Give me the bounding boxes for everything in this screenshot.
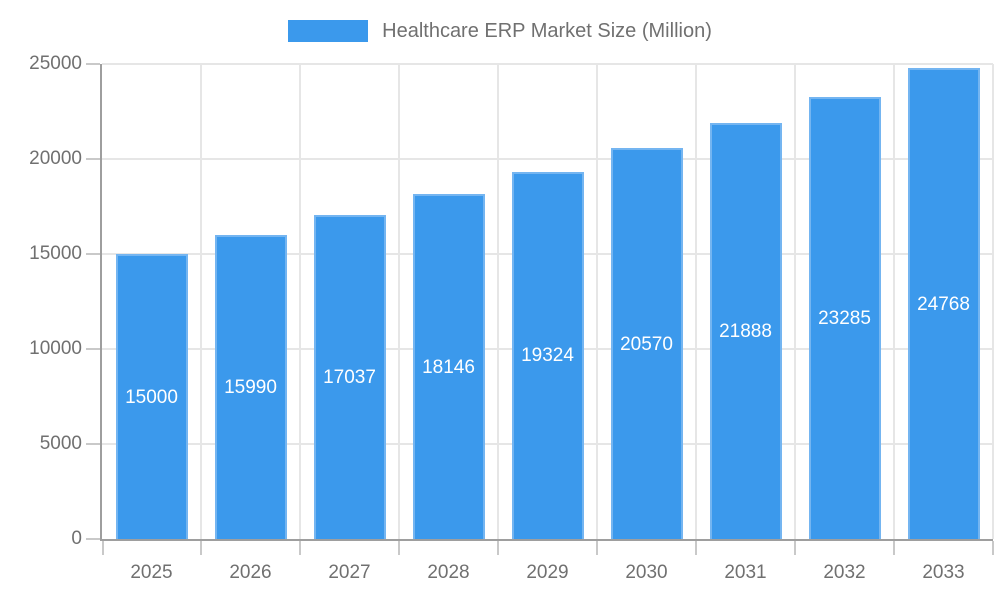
x-gridline	[794, 64, 796, 539]
x-axis-label: 2030	[625, 562, 668, 583]
y-axis-tick	[86, 253, 100, 255]
x-axis-label: 2029	[526, 562, 569, 583]
bar-2029[interactable]: 19324	[511, 171, 584, 539]
y-axis-label: 0	[71, 528, 82, 549]
x-axis-tick	[596, 541, 598, 555]
y-gridline	[102, 158, 993, 160]
bar-value-label: 17037	[323, 367, 376, 389]
x-axis-label: 2026	[229, 562, 272, 583]
x-axis-tick	[794, 541, 796, 555]
x-gridline	[695, 64, 697, 539]
x-gridline	[893, 64, 895, 539]
y-axis-label: 5000	[39, 433, 82, 454]
x-axis-tick	[893, 541, 895, 555]
y-axis-tick	[86, 538, 100, 540]
x-axis-label: 2025	[130, 562, 173, 583]
bar-2026[interactable]: 15990	[214, 235, 287, 539]
x-axis-tick	[497, 541, 499, 555]
bar-value-label: 20570	[620, 333, 673, 355]
y-axis-label: 15000	[29, 243, 82, 264]
x-axis-tick	[200, 541, 202, 555]
y-axis-tick	[86, 158, 100, 160]
y-axis-tick	[86, 348, 100, 350]
x-axis-tick	[992, 541, 994, 555]
x-axis-label: 2031	[724, 562, 767, 583]
bar-2030[interactable]: 20570	[610, 148, 683, 539]
bar-value-label: 18146	[422, 356, 475, 378]
bar-value-label: 24768	[917, 293, 970, 315]
y-axis-tick	[86, 443, 100, 445]
y-axis-label: 20000	[29, 148, 82, 169]
bar-value-label: 15000	[125, 386, 178, 408]
bar-2032[interactable]: 23285	[808, 96, 881, 539]
bar-value-label: 21888	[719, 321, 772, 343]
x-axis-label: 2028	[427, 562, 470, 583]
bar-2027[interactable]: 17037	[313, 215, 386, 539]
x-gridline	[992, 64, 994, 539]
bar-2033[interactable]: 24768	[907, 68, 980, 539]
bar-value-label: 19324	[521, 345, 574, 367]
y-axis-label: 10000	[29, 338, 82, 359]
legend-swatch	[288, 20, 369, 42]
y-gridline	[102, 63, 993, 65]
x-axis-label: 2027	[328, 562, 371, 583]
x-gridline	[299, 64, 301, 539]
x-gridline	[497, 64, 499, 539]
bar-2031[interactable]: 21888	[709, 123, 782, 539]
plot-area: 0 5000 10000 15000 20000 25000 2025 2026 2027 202…	[29, 53, 994, 583]
x-axis-tick	[299, 541, 301, 555]
x-axis-tick	[695, 541, 697, 555]
bar-value-label: 23285	[818, 307, 871, 329]
y-axis-tick	[86, 63, 100, 65]
x-gridline	[200, 64, 202, 539]
legend-label: Healthcare ERP Market Size (Million)	[382, 20, 712, 42]
x-gridline	[596, 64, 598, 539]
x-axis-label: 2032	[823, 562, 866, 583]
bar-2028[interactable]: 18146	[412, 194, 485, 539]
x-axis-label: 2033	[922, 562, 965, 583]
y-axis-label: 25000	[29, 53, 82, 74]
legend-item[interactable]: Healthcare ERP Market Size (Million)	[0, 19, 1000, 43]
x-gridline	[398, 64, 400, 539]
bar-2025[interactable]: 15000	[115, 254, 188, 539]
x-axis-tick	[102, 541, 104, 555]
bar-value-label: 15990	[224, 377, 277, 399]
x-axis-tick	[398, 541, 400, 555]
